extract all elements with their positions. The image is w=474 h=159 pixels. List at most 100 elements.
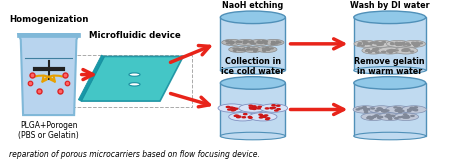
Circle shape <box>368 117 371 118</box>
Circle shape <box>366 49 369 50</box>
Circle shape <box>362 47 385 54</box>
Circle shape <box>386 40 410 47</box>
Circle shape <box>264 43 267 44</box>
Circle shape <box>369 52 372 53</box>
Circle shape <box>266 118 270 119</box>
Circle shape <box>370 42 373 43</box>
Circle shape <box>231 108 234 109</box>
Circle shape <box>226 106 230 107</box>
Circle shape <box>404 44 407 45</box>
Circle shape <box>379 108 382 109</box>
Circle shape <box>277 109 280 110</box>
Circle shape <box>374 43 377 44</box>
Circle shape <box>378 47 401 54</box>
Circle shape <box>394 47 418 54</box>
Circle shape <box>244 42 247 43</box>
Circle shape <box>227 43 229 44</box>
Circle shape <box>236 48 239 49</box>
Circle shape <box>361 45 364 46</box>
Circle shape <box>243 46 263 52</box>
Circle shape <box>263 116 266 117</box>
Circle shape <box>392 115 395 116</box>
Text: Homogenization: Homogenization <box>9 15 88 24</box>
Circle shape <box>257 108 260 109</box>
Circle shape <box>353 106 378 113</box>
Circle shape <box>260 42 262 43</box>
Circle shape <box>381 42 384 43</box>
Circle shape <box>265 108 269 109</box>
Circle shape <box>228 113 256 121</box>
Circle shape <box>398 110 401 111</box>
Circle shape <box>383 111 387 112</box>
Circle shape <box>242 117 246 118</box>
Text: Collection in
ice cold water: Collection in ice cold water <box>221 57 284 76</box>
Circle shape <box>378 117 381 118</box>
Ellipse shape <box>220 132 285 140</box>
Circle shape <box>405 116 408 117</box>
Circle shape <box>402 50 405 51</box>
Circle shape <box>365 42 368 43</box>
Circle shape <box>261 42 264 43</box>
Circle shape <box>362 107 365 108</box>
Circle shape <box>393 113 419 121</box>
Polygon shape <box>81 56 183 101</box>
Circle shape <box>386 110 389 111</box>
Circle shape <box>378 108 381 109</box>
Circle shape <box>372 116 375 117</box>
Circle shape <box>373 50 376 51</box>
Circle shape <box>365 109 368 110</box>
Circle shape <box>406 49 410 50</box>
Circle shape <box>251 41 254 42</box>
Circle shape <box>267 49 270 50</box>
Circle shape <box>254 51 257 52</box>
Circle shape <box>274 110 278 111</box>
Circle shape <box>267 49 270 50</box>
Circle shape <box>250 42 253 43</box>
Circle shape <box>253 49 256 50</box>
Circle shape <box>385 116 388 117</box>
Circle shape <box>237 49 240 50</box>
Circle shape <box>362 107 365 108</box>
Circle shape <box>366 109 370 110</box>
Circle shape <box>414 45 417 46</box>
Circle shape <box>358 43 362 44</box>
Circle shape <box>237 42 240 43</box>
Circle shape <box>391 50 393 51</box>
Circle shape <box>415 43 418 44</box>
Circle shape <box>377 44 380 45</box>
Circle shape <box>412 109 415 110</box>
Circle shape <box>408 110 411 111</box>
Circle shape <box>411 115 414 116</box>
Circle shape <box>230 41 233 42</box>
Circle shape <box>358 44 361 45</box>
Circle shape <box>378 44 381 45</box>
Circle shape <box>388 117 391 118</box>
Circle shape <box>402 44 405 45</box>
Circle shape <box>237 117 240 118</box>
Circle shape <box>414 110 418 111</box>
Circle shape <box>264 42 266 43</box>
Circle shape <box>413 109 416 110</box>
Circle shape <box>374 50 376 51</box>
Circle shape <box>271 48 273 49</box>
Circle shape <box>414 109 418 110</box>
Circle shape <box>374 42 376 43</box>
Circle shape <box>272 105 275 106</box>
Circle shape <box>414 107 418 108</box>
Text: NaoH etching: NaoH etching <box>222 1 283 10</box>
Circle shape <box>410 107 413 108</box>
Circle shape <box>404 50 407 51</box>
Circle shape <box>405 115 409 116</box>
Circle shape <box>387 51 390 52</box>
Circle shape <box>231 42 234 43</box>
Circle shape <box>250 49 253 50</box>
Circle shape <box>389 115 392 116</box>
Circle shape <box>230 107 233 108</box>
FancyBboxPatch shape <box>220 17 285 70</box>
Circle shape <box>378 109 382 110</box>
Circle shape <box>243 43 246 44</box>
Circle shape <box>380 117 383 118</box>
Circle shape <box>231 42 234 43</box>
FancyBboxPatch shape <box>17 33 80 37</box>
Circle shape <box>263 50 265 51</box>
